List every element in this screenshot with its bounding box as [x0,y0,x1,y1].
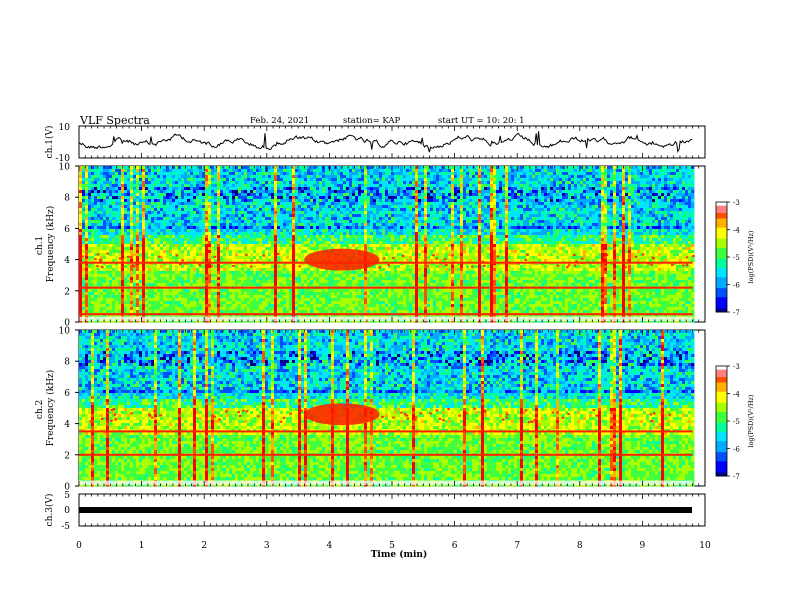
x-tick-label: 1 [139,541,145,551]
spec1-ytick: 8 [64,194,70,204]
ch2-ylabel-channel: ch.2 [35,400,45,419]
colorbar-tick: -5 [733,418,740,426]
colorbar-tick: -7 [733,309,740,317]
ch1-ylabel-channel: ch.1 [35,236,45,255]
x-tick-label: 3 [264,541,270,551]
x-tick-label: 2 [201,541,207,551]
x-tick-label: 9 [640,541,646,551]
x-axis-label: Time (min) [371,549,428,560]
colorbar-tick: -6 [733,446,740,454]
x-tick-label: 0 [76,541,82,551]
colorbar-label: log(PSD)(V²/Hz) [747,230,755,283]
x-tick-label: 10 [699,541,711,551]
ch3-ytick-5: 5 [64,491,70,501]
ch3-waveform-trace [79,507,692,513]
colorbar-tick: -3 [733,199,740,207]
x-tick-label: 4 [327,541,333,551]
ch1-colorbar: -3 -4 -5 -6 -7 log(PSD)(V²/Hz) [716,199,755,317]
ch3-ylabel: ch.3(V) [44,494,55,527]
colorbar-tick: -7 [733,473,740,481]
ch1-spectrogram-image [79,166,695,322]
ch3-ytick-0: 0 [64,506,70,516]
x-tick-label: 8 [577,541,583,551]
ch1-ytick-top: 10 [59,123,71,133]
spec1-ytick: 6 [64,225,70,235]
ch2-colorbar: -3 -4 -5 -6 -7 log(PSD)(V²/Hz) [716,363,755,481]
spec2-ytick: 2 [64,451,70,461]
spec2-ytick: 4 [64,420,70,430]
colorbar-tick: -4 [733,227,740,235]
spec1-ytick: 4 [64,256,70,266]
ch2-spectrogram-image [79,330,694,486]
colorbar-label: log(PSD)(V²/Hz) [747,394,755,447]
colorbar-tick: -4 [733,391,740,399]
spec2-ytick: 6 [64,389,70,399]
ch2-ylabel: ch.2 Frequency (kHz) [35,370,56,447]
ch1-ylabel: ch.1(V) [44,126,55,159]
ch1-waveform-panel: 10 -10 ch.1(V) [44,123,705,164]
spec2-ytick: 10 [59,327,71,337]
spec1-ytick: 10 [59,163,71,173]
ch1-spectrogram-panel: ch.1 Frequency (kHz) [35,166,705,322]
x-tick-label: 6 [452,541,458,551]
colorbar-tick: -6 [733,282,740,290]
ch2-ylabel-freq: Frequency (kHz) [45,370,56,447]
spec2-ytick: 0 [64,483,70,493]
ch3-waveform-panel: 5 0 -5 ch.3(V) [44,491,705,532]
ch3-ytick-neg5: -5 [61,522,70,532]
ch1-ylabel: ch.1 Frequency (kHz) [35,206,56,283]
ch2-spectrogram-panel: ch.2 Frequency (kHz) [35,330,705,486]
ch1-ylabel-freq: Frequency (kHz) [45,206,56,283]
x-tick-label: 7 [514,541,520,551]
spec1-ytick: 2 [64,287,70,297]
spec2-ytick: 8 [64,358,70,368]
colorbar-tick: -3 [733,363,740,371]
colorbar-tick: -5 [733,254,740,262]
